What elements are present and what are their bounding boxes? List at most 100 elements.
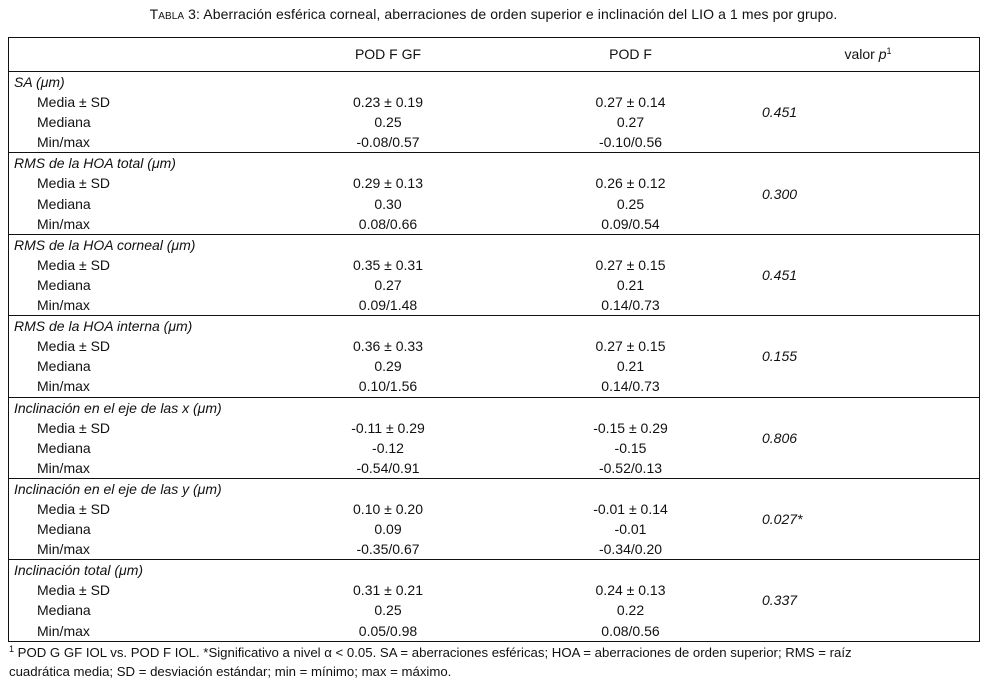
group-title-row: RMS de la HOA total (μm) 0.300 xyxy=(9,152,980,235)
value-pod-f: 0.27 ± 0.14 xyxy=(595,94,666,111)
value-pod-f: 0.26 ± 0.12 xyxy=(595,175,666,192)
header-pod-f: POD F xyxy=(504,37,757,72)
value-pod-f-gf: 0.29 ± 0.13 xyxy=(353,175,423,192)
header-p-value: valor p1 xyxy=(757,37,980,72)
value-pod-f: 0.22 xyxy=(616,602,645,619)
p-value: 0.806 xyxy=(757,397,980,479)
p-value: 0.451 xyxy=(757,234,980,317)
group-title-row: RMS de la HOA interna (μm) 0.155 xyxy=(9,315,980,398)
value-pod-f: -0.52/0.13 xyxy=(504,457,757,479)
value-pod-f: 0.09/0.54 xyxy=(504,213,757,235)
p-value: 0.337 xyxy=(757,559,980,642)
results-table: POD F GF POD F valor p1 SA (μm) 0.451 Medi… xyxy=(8,37,980,642)
value-pod-f-gf: 0.10 ± 0.20 xyxy=(353,500,423,517)
table-row: Mediana 0.30 0.25 xyxy=(9,194,980,214)
table-row: Min/max 0.09/1.48 0.14/0.73 xyxy=(8,295,980,317)
row-label: Min/max xyxy=(8,539,272,561)
table-row: Min/max 0.10/1.56 0.14/0.73 xyxy=(8,376,980,398)
value-pod-f: 0.25 xyxy=(616,195,645,212)
footnote-mark: 1 xyxy=(9,644,15,654)
p-value: 0.155 xyxy=(757,315,980,398)
table-row: Mediana 0.25 0.27 xyxy=(9,112,980,132)
row-label: Media ± SD xyxy=(37,175,111,192)
value-pod-f-gf: 0.25 xyxy=(374,114,402,131)
table-row: Mediana 0.09 -0.01 xyxy=(9,519,980,539)
table-footnote: 1 POD G GF IOL vs. POD F IOL. *Significa… xyxy=(9,643,969,681)
header-empty xyxy=(8,37,272,72)
table-row: Min/max 0.08/0.66 0.09/0.54 xyxy=(8,213,980,235)
table-group: Inclinación en el eje de las x (μm) 0.806… xyxy=(8,397,980,479)
value-pod-f-gf: 0.09 xyxy=(374,521,402,538)
value-pod-f-gf: -0.12 xyxy=(372,439,404,456)
group-title-row: Inclinación en el eje de las x (μm) 0.806 xyxy=(9,397,980,479)
row-label: Mediana xyxy=(37,602,91,619)
table-row: Media ± SD 0.23 ± 0.19 0.27 ± 0.14 xyxy=(9,92,980,112)
table-row: Media ± SD 0.29 ± 0.13 0.26 ± 0.12 xyxy=(9,173,980,193)
value-pod-f: -0.01 xyxy=(614,521,647,538)
header-row: POD F GF POD F valor p1 xyxy=(8,37,980,72)
value-pod-f-gf: -0.35/0.67 xyxy=(272,539,504,561)
group-title: Inclinación total (μm) xyxy=(14,562,144,579)
value-pod-f: 0.21 xyxy=(616,276,645,293)
header-p-symbol: p xyxy=(878,46,887,62)
table-row: Media ± SD -0.11 ± 0.29 -0.15 ± 0.29 xyxy=(9,418,980,438)
table-group: SA (μm) 0.451 Media ± SD 0.23 ± 0.19 0.27 ± … xyxy=(8,71,980,154)
table-group: RMS de la HOA corneal (μm) 0.451 Media ± S… xyxy=(8,234,980,317)
table-row: Media ± SD 0.35 ± 0.31 0.27 ± 0.15 xyxy=(9,255,980,275)
group-title-row: Inclinación total (μm) 0.337 xyxy=(9,559,980,642)
row-label: Mediana xyxy=(37,358,91,375)
value-pod-f: 0.24 ± 0.13 xyxy=(595,582,666,599)
value-pod-f: -0.34/0.20 xyxy=(504,539,757,561)
value-pod-f: -0.15 ± 0.29 xyxy=(593,419,668,436)
table-row: Mediana -0.12 -0.15 xyxy=(9,438,980,458)
group-title: RMS de la HOA corneal (μm) xyxy=(14,236,196,253)
table-row: Min/max 0.05/0.98 0.08/0.56 xyxy=(8,620,980,642)
value-pod-f: 0.08/0.56 xyxy=(504,620,757,642)
row-label: Mediana xyxy=(37,195,91,212)
table-row: Min/max -0.35/0.67 -0.34/0.20 xyxy=(8,539,980,561)
value-pod-f: -0.01 ± 0.14 xyxy=(593,500,668,517)
footnote-line-2: cuadrática media; SD = desviación estánd… xyxy=(9,664,452,679)
value-pod-f-gf: 0.30 xyxy=(374,195,402,212)
footnote-line-1: POD G GF IOL vs. POD F IOL. *Significati… xyxy=(14,645,852,660)
group-title-row: SA (μm) 0.451 xyxy=(9,71,980,154)
group-title: RMS de la HOA interna (μm) xyxy=(14,318,193,335)
value-pod-f-gf: 0.08/0.66 xyxy=(272,213,504,235)
table-caption: Tabla 3: Aberración esférica corneal, ab… xyxy=(0,6,987,22)
table-row: Media ± SD 0.36 ± 0.33 0.27 ± 0.15 xyxy=(9,336,980,356)
row-label: Mediana xyxy=(37,114,91,131)
table-row: Media ± SD 0.31 ± 0.21 0.24 ± 0.13 xyxy=(9,580,980,600)
group-title: SA (μm) xyxy=(14,74,65,90)
group-title-row: Inclinación en el eje de las y (μm) 0.027… xyxy=(9,478,980,561)
value-pod-f: 0.21 xyxy=(616,358,645,375)
table-row: Min/max -0.08/0.57 -0.10/0.56 xyxy=(8,132,980,154)
value-pod-f: -0.10/0.56 xyxy=(504,132,757,154)
row-label: Mediana xyxy=(37,439,91,456)
p-value: 0.451 xyxy=(757,71,980,154)
table-row: Mediana 0.29 0.21 xyxy=(9,356,980,376)
header-p-footnote-mark: 1 xyxy=(886,46,892,56)
table-label: Tabla 3: xyxy=(149,6,201,22)
row-label: Min/max xyxy=(8,376,272,398)
p-value: 0.027* xyxy=(757,478,980,561)
row-label: Min/max xyxy=(8,295,272,317)
row-label: Mediana xyxy=(37,276,91,293)
value-pod-f-gf: -0.11 ± 0.29 xyxy=(351,419,425,436)
row-label: Media ± SD xyxy=(37,94,111,111)
table-group: RMS de la HOA interna (μm) 0.155 Media ± S… xyxy=(8,315,980,398)
row-label: Media ± SD xyxy=(37,256,111,273)
value-pod-f-gf: 0.31 ± 0.21 xyxy=(353,582,423,599)
table-row: Media ± SD 0.10 ± 0.20 -0.01 ± 0.14 xyxy=(9,499,980,519)
value-pod-f-gf: 0.27 xyxy=(374,276,402,293)
group-title: Inclinación en el eje de las y (μm) xyxy=(14,480,222,497)
p-value: 0.300 xyxy=(757,152,980,235)
row-label: Media ± SD xyxy=(37,500,111,517)
value-pod-f-gf: 0.23 ± 0.19 xyxy=(353,94,423,111)
row-label: Media ± SD xyxy=(37,338,111,355)
table-group: Inclinación total (μm) 0.337 Media ± SD 0.3… xyxy=(8,559,980,642)
value-pod-f: 0.14/0.73 xyxy=(504,295,757,317)
row-label: Min/max xyxy=(8,132,272,154)
table-row: Min/max -0.54/0.91 -0.52/0.13 xyxy=(8,457,980,479)
row-label: Min/max xyxy=(8,620,272,642)
header-pod-f-gf: POD F GF xyxy=(272,37,504,72)
